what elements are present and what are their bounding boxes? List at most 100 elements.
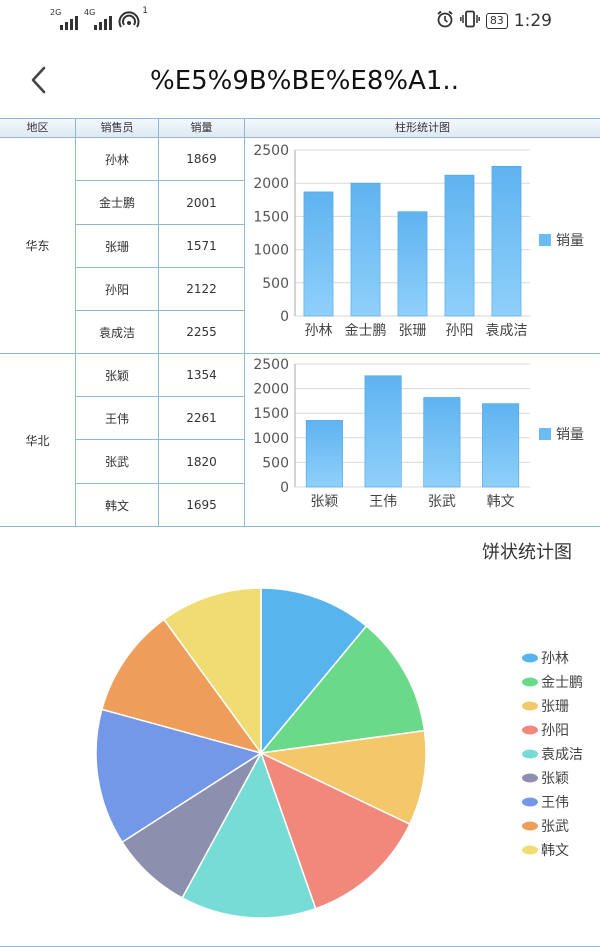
y-tick-label: 1000 bbox=[253, 243, 289, 259]
legend-label: 王伟 bbox=[541, 795, 569, 811]
y-tick-label: 500 bbox=[262, 455, 289, 471]
hotspot-count: 1 bbox=[142, 6, 148, 16]
app-header: %E5%9B%BE%E8%A1.. bbox=[0, 44, 600, 116]
sales-cell: 2255 bbox=[159, 311, 245, 354]
alarm-icon bbox=[436, 10, 454, 32]
legend-swatch bbox=[522, 677, 538, 687]
legend-label: 张珊 bbox=[541, 699, 569, 715]
legend-label: 韩文 bbox=[541, 843, 569, 859]
sales-table: 地区 销售员 销量 柱形统计图 华东 孙林 1869 金士鹏 2001 张珊 1… bbox=[0, 118, 600, 527]
y-tick-label: 2000 bbox=[253, 382, 289, 398]
bar bbox=[491, 165, 522, 317]
status-left: 2G 4G 1 bbox=[50, 6, 148, 30]
sales-cell: 1695 bbox=[159, 484, 245, 527]
legend-swatch bbox=[522, 749, 538, 759]
legend-swatch bbox=[522, 701, 538, 711]
seller-cell: 王伟 bbox=[76, 397, 159, 440]
legend-label: 张颖 bbox=[541, 771, 569, 787]
seller-cell: 张颖 bbox=[76, 354, 159, 397]
hotspot-icon: 1 bbox=[118, 6, 148, 30]
seller-cell: 金士鹏 bbox=[76, 181, 159, 225]
bar bbox=[350, 182, 381, 317]
pie-slice bbox=[259, 751, 411, 910]
sales-cell: 1820 bbox=[159, 440, 245, 484]
pie-slice bbox=[162, 587, 262, 756]
region-cell-east: 华东 bbox=[0, 138, 76, 354]
network-type-2: 4G bbox=[84, 8, 96, 17]
bar bbox=[444, 174, 475, 317]
y-tick-label: 500 bbox=[262, 276, 289, 292]
seller-cell: 孙林 bbox=[76, 138, 159, 181]
x-tick-label: 韩文 bbox=[487, 494, 515, 510]
bar bbox=[303, 191, 334, 317]
y-tick-label: 2500 bbox=[253, 143, 289, 159]
pie-slice bbox=[259, 624, 426, 755]
legend-label: 销量 bbox=[556, 233, 584, 249]
x-tick-label: 金士鹏 bbox=[345, 323, 387, 339]
x-tick-label: 孙林 bbox=[305, 323, 333, 339]
header-region: 地区 bbox=[0, 119, 76, 138]
sales-cell: 1354 bbox=[159, 354, 245, 397]
bar bbox=[423, 397, 461, 488]
x-tick-label: 孙阳 bbox=[446, 323, 474, 339]
seller-cell: 韩文 bbox=[76, 484, 159, 527]
seller-cell: 张珊 bbox=[76, 225, 159, 268]
back-button[interactable] bbox=[22, 62, 58, 98]
seller-cell: 张武 bbox=[76, 440, 159, 484]
x-tick-label: 袁成洁 bbox=[486, 323, 528, 339]
y-tick-label: 1500 bbox=[253, 406, 289, 422]
page-title: %E5%9B%BE%E8%A1.. bbox=[150, 66, 459, 96]
legend-label: 孙林 bbox=[541, 651, 569, 667]
legend-swatch bbox=[539, 428, 551, 440]
x-tick-label: 张珊 bbox=[399, 323, 427, 339]
y-tick-label: 0 bbox=[280, 309, 289, 325]
battery-icon: 83 bbox=[485, 13, 508, 29]
y-tick-label: 1000 bbox=[253, 431, 289, 447]
pie-slice bbox=[100, 618, 263, 755]
vibrate-icon bbox=[459, 10, 480, 32]
pie-slice bbox=[181, 751, 317, 919]
signal-2g-icon: 2G bbox=[50, 8, 78, 30]
x-tick-label: 张武 bbox=[428, 494, 456, 510]
header-seller: 销售员 bbox=[76, 119, 159, 138]
x-tick-label: 王伟 bbox=[369, 494, 397, 510]
bar-chart-cell-north: 0 500 1000 1500 2000 2500 张颖 王伟 张武 韩文 销量 bbox=[245, 354, 600, 527]
bar bbox=[305, 420, 343, 488]
header-bar-chart: 柱形统计图 bbox=[395, 121, 450, 134]
status-right: 83 1:29 bbox=[436, 10, 552, 32]
legend-label: 孙阳 bbox=[541, 723, 569, 739]
bar-chart-east: 0 500 1000 1500 2000 2500 孙林 金士鹏 张珊 孙阳 袁成洁 销量 bbox=[253, 143, 584, 339]
table-header: 地区 销售员 销量 柱形统计图 bbox=[0, 119, 600, 138]
pie-slice bbox=[95, 708, 263, 844]
bar bbox=[397, 211, 428, 317]
seller-cell: 袁成洁 bbox=[76, 311, 159, 354]
legend-swatch bbox=[522, 821, 538, 831]
legend-swatch bbox=[522, 773, 538, 783]
sales-cell: 2261 bbox=[159, 397, 245, 440]
legend-swatch bbox=[522, 797, 538, 807]
legend-swatch bbox=[522, 725, 538, 735]
legend-label: 销量 bbox=[556, 427, 584, 443]
y-tick-label: 0 bbox=[280, 480, 289, 496]
bar bbox=[364, 375, 402, 488]
pie-chart-panel: 饼状统计图 孙林 金士鹏 张珊 孙阳 袁成洁 张颖 王伟 张武 韩文 bbox=[0, 526, 600, 947]
region-cell-north: 华北 bbox=[0, 354, 76, 527]
sales-cell: 2001 bbox=[159, 181, 245, 225]
network-type-1: 2G bbox=[50, 8, 62, 17]
bar-chart-north: 0 500 1000 1500 2000 2500 张颖 王伟 张武 韩文 销量 bbox=[253, 357, 584, 510]
bar bbox=[482, 403, 520, 488]
chevron-left-icon bbox=[31, 66, 46, 94]
sales-cell: 1571 bbox=[159, 225, 245, 268]
sales-cell: 1869 bbox=[159, 138, 245, 181]
header-sales: 销量 bbox=[159, 119, 245, 138]
y-tick-label: 1500 bbox=[253, 209, 289, 225]
status-bar: 2G 4G 1 bbox=[0, 0, 600, 44]
seller-cell: 孙阳 bbox=[76, 268, 159, 311]
sales-cell: 2122 bbox=[159, 268, 245, 311]
y-tick-label: 2000 bbox=[253, 176, 289, 192]
x-tick-label: 张颖 bbox=[310, 494, 338, 510]
legend-swatch bbox=[522, 845, 538, 855]
bar-chart-cell-east: 0 500 1000 1500 2000 2500 孙林 金士鹏 张珊 孙阳 袁成洁 销量 bbox=[245, 138, 600, 354]
legend-label: 金士鹏 bbox=[541, 675, 583, 691]
